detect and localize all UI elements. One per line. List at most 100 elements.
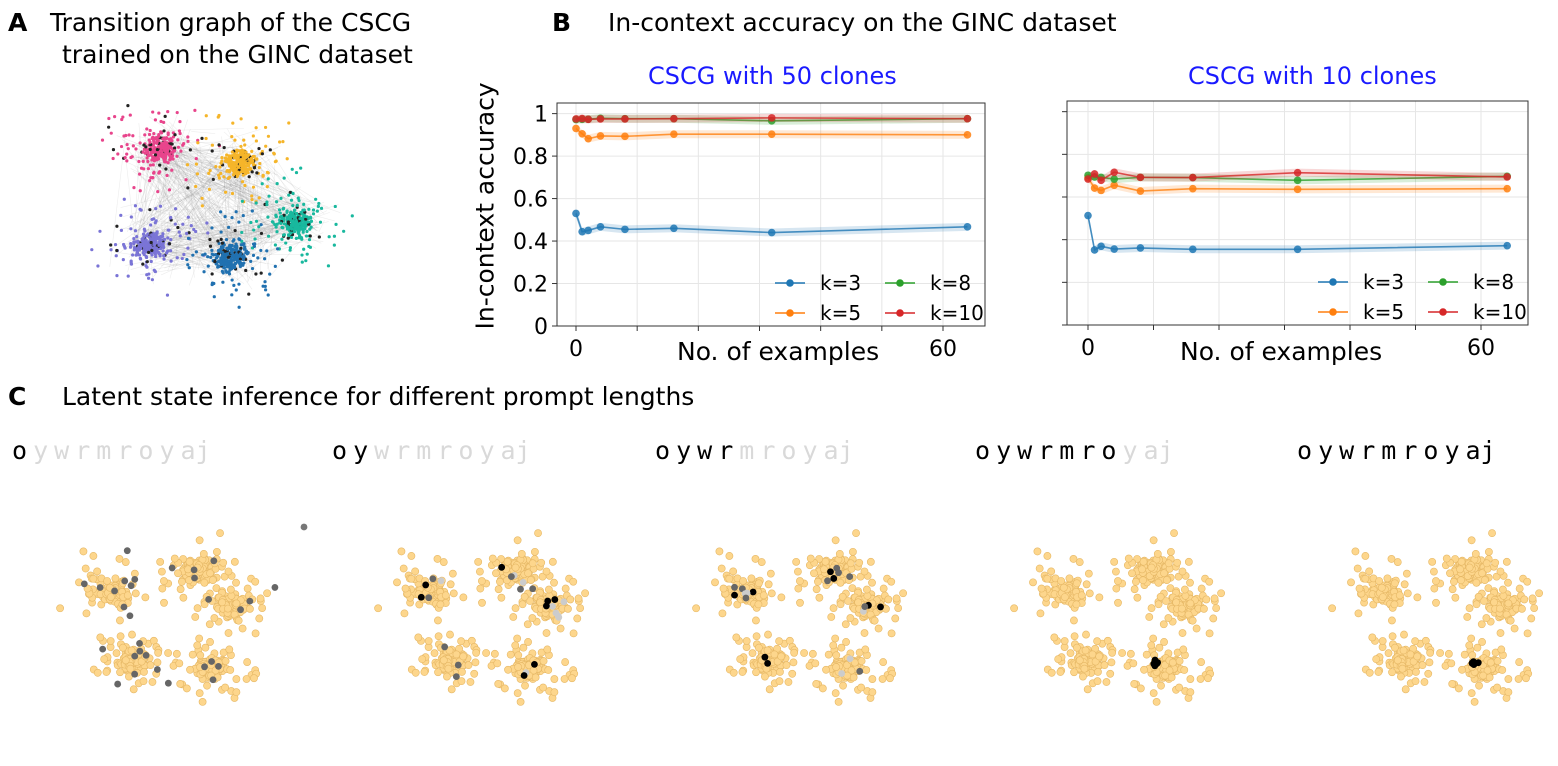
graph-node [812, 679, 821, 688]
graph-node [79, 547, 88, 556]
graph-node [231, 173, 236, 177]
graph-node [200, 578, 209, 587]
graph-node [759, 591, 768, 600]
graph-node [89, 574, 98, 583]
graph-node [285, 157, 289, 161]
active-state [191, 574, 198, 582]
active-state [861, 603, 869, 610]
graph-node [1168, 658, 1177, 667]
graph-node [151, 137, 155, 141]
graph-node [230, 150, 234, 154]
graph-node [820, 565, 828, 574]
graph-node [264, 144, 268, 148]
graph-node [163, 142, 167, 146]
graph-node [775, 677, 784, 686]
graph-node [1072, 600, 1081, 609]
graph-node [717, 564, 726, 573]
graph-node [157, 133, 161, 137]
graph-node [272, 151, 276, 155]
graph-node [1100, 661, 1109, 670]
graph-node [100, 655, 109, 664]
graph-node [537, 558, 546, 567]
graph-node [159, 119, 163, 124]
graph-node [1140, 665, 1148, 674]
graph-node [255, 171, 259, 175]
graph-node [775, 637, 784, 646]
graph-node [244, 150, 248, 154]
graph-node [201, 643, 210, 652]
active-state [835, 569, 842, 577]
graph-node [1173, 558, 1182, 567]
graph-node [832, 651, 841, 660]
active-state [114, 680, 122, 688]
graph-node [544, 666, 553, 674]
active-state [201, 663, 208, 671]
graph-node [1172, 598, 1181, 607]
graph-node [138, 141, 142, 145]
active-state [237, 606, 244, 614]
active-state [731, 583, 738, 591]
graph-node [1212, 604, 1221, 613]
graph-node [458, 668, 466, 676]
graph-node [193, 641, 202, 650]
graph-node [500, 684, 509, 693]
graph-node [230, 557, 239, 566]
graph-node [1155, 643, 1164, 652]
graph-node [250, 170, 254, 174]
graph-node [400, 609, 409, 618]
active-state [846, 655, 854, 663]
graph-node [207, 187, 212, 191]
graph-node [447, 685, 456, 694]
graph-node [1054, 655, 1063, 664]
graph-node [548, 557, 557, 566]
graph-node [205, 620, 214, 629]
graph-node [178, 131, 182, 136]
graph-node [449, 589, 458, 598]
active-state [96, 584, 104, 591]
graph-node [257, 166, 261, 170]
graph-node [1147, 563, 1156, 572]
graph-node [573, 614, 582, 623]
graph-node [874, 624, 883, 633]
active-state [99, 645, 107, 653]
graph-node [239, 158, 243, 162]
graph-node [235, 153, 239, 158]
active-state [838, 670, 846, 677]
graph-node [198, 697, 207, 706]
graph-node [1205, 577, 1214, 586]
graph-node [160, 598, 168, 607]
graph-node [511, 604, 520, 613]
active-state [761, 653, 769, 661]
graph-node [790, 648, 799, 657]
graph-node [221, 683, 230, 692]
graph-node [514, 663, 522, 671]
graph-node [148, 178, 152, 183]
graph-node [439, 656, 448, 665]
graph-node [175, 659, 184, 668]
graph-node [434, 632, 443, 641]
active-state [429, 575, 437, 583]
graph-node [144, 148, 148, 152]
graph-node [754, 643, 763, 652]
graph-node [200, 136, 204, 141]
graph-node [233, 138, 237, 142]
graph-node [239, 144, 243, 149]
graph-node [250, 197, 254, 202]
graph-node [836, 600, 845, 609]
graph-node [520, 592, 529, 601]
graph-node [260, 149, 264, 154]
graph-node [407, 574, 416, 583]
graph-node [131, 144, 135, 148]
active-state [190, 566, 198, 574]
graph-node [236, 165, 241, 169]
graph-node [227, 170, 231, 174]
graph-node [711, 578, 719, 587]
graph-node [155, 147, 160, 152]
graph-node [217, 113, 221, 118]
graph-node [161, 152, 165, 157]
graph-node [831, 536, 840, 545]
graph-node [1112, 567, 1120, 576]
graph-node [835, 549, 844, 558]
